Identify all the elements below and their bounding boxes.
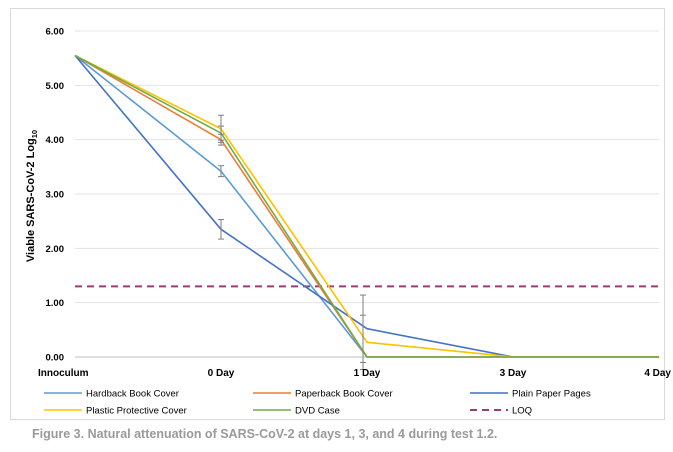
legend-label: DVD Case [295, 406, 340, 417]
y-tick-label: 4.00 [46, 135, 65, 146]
legend: Hardback Book Cover Paperback Book Cover P… [44, 389, 591, 417]
series-line [74, 54, 659, 358]
series-line [74, 54, 659, 358]
y-tick-label: 5.00 [46, 81, 65, 92]
y-tick-label: 2.00 [46, 244, 65, 255]
series-line [74, 54, 659, 358]
y-axis-label-subscript: 10 [30, 130, 39, 138]
y-tick-label: 6.00 [46, 27, 65, 38]
x-tick-label: 0 Day [208, 368, 235, 379]
grid-lines [75, 30, 659, 358]
y-axis-tick-labels: 0.00 1.00 2.00 3.00 4.00 5.00 6.00 [46, 27, 65, 364]
series-line [74, 54, 659, 358]
legend-label: Hardback Book Cover [86, 389, 179, 400]
y-axis-label-main: Viable SARS-CoV-2 Log [25, 138, 37, 262]
series-line [74, 54, 659, 358]
legend-label: Paperback Book Cover [295, 389, 393, 400]
x-tick-label: 3 Day [500, 368, 527, 379]
y-tick-label: 0.00 [46, 353, 65, 364]
x-tick-label: Innoculum [38, 368, 89, 379]
series-lines [74, 54, 659, 358]
legend-label: Plastic Protective Cover [86, 406, 187, 417]
x-tick-label: 4 Day [644, 368, 671, 379]
figure-caption: Figure 3. Natural attenuation of SARS-Co… [32, 427, 498, 441]
y-tick-label: 3.00 [46, 190, 65, 201]
chart-frame [10, 8, 665, 420]
legend-label: LOQ [512, 406, 532, 417]
legend-label: Plain Paper Pages [512, 389, 591, 400]
y-tick-label: 1.00 [46, 298, 65, 309]
x-tick-label: 1 Day [354, 368, 381, 379]
x-axis-tick-labels: Innoculum 0 Day 1 Day 3 Day 4 Day [38, 368, 671, 379]
error-bars [218, 114, 366, 370]
y-axis-label: Viable SARS-CoV-2 Log10 [25, 130, 39, 262]
